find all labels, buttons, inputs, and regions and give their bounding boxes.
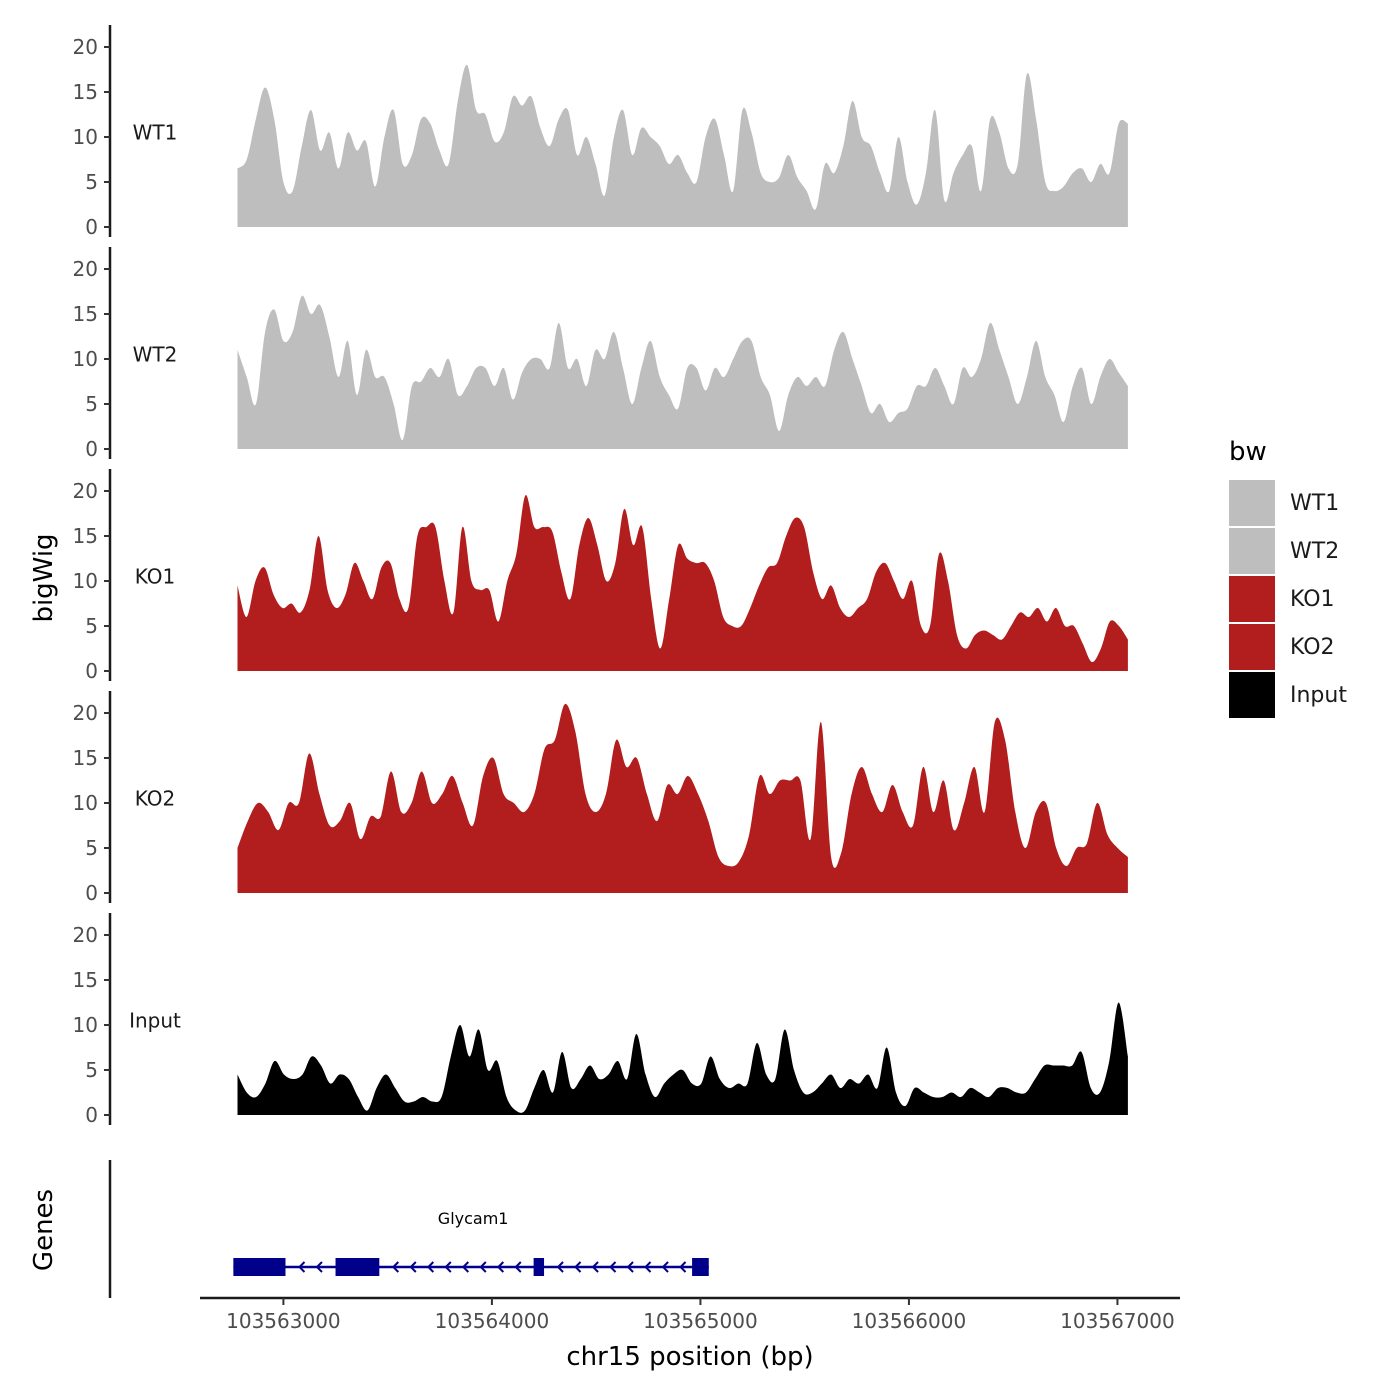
legend-label: KO1 xyxy=(1290,587,1335,612)
y-tick-label: 0 xyxy=(85,437,98,461)
track-wt2: 0 5 10 15 20 WT2 xyxy=(73,247,1128,461)
strand-arrow xyxy=(315,1261,323,1273)
strand-arrow xyxy=(514,1261,522,1273)
y-tick-label: 20 xyxy=(73,479,98,503)
strand-arrow xyxy=(426,1261,435,1273)
y-tick-label: 5 xyxy=(85,392,98,416)
series-area-wt2 xyxy=(237,295,1128,449)
legend-label: WT1 xyxy=(1290,491,1339,516)
track-wt1: 0 5 10 15 20 WT1 xyxy=(73,25,1128,239)
x-axis-title: chr15 position (bp) xyxy=(566,1342,813,1372)
legend-swatch xyxy=(1229,624,1275,670)
legend-title: bw xyxy=(1229,437,1267,467)
strand-arrow xyxy=(461,1261,470,1273)
gene-exon xyxy=(533,1258,545,1276)
legend-swatch xyxy=(1229,672,1275,718)
x-tick-label: 103563000 xyxy=(226,1309,341,1333)
strand-arrow xyxy=(679,1261,687,1273)
y-tick-label: 20 xyxy=(73,923,98,947)
gene-name-label: Glycam1 xyxy=(438,1209,509,1228)
strand-arrow xyxy=(661,1261,669,1273)
track-ko1: 0 5 10 15 20 KO1 xyxy=(73,469,1128,683)
y-tick-label: 15 xyxy=(73,968,98,992)
y-tick-label: 0 xyxy=(85,215,98,239)
legend-swatch xyxy=(1229,528,1275,574)
legend-label: KO2 xyxy=(1290,635,1335,660)
y-tick-label: 0 xyxy=(85,881,98,905)
y-tick-label: 5 xyxy=(85,1058,98,1082)
track-label: WT2 xyxy=(133,343,178,367)
track-panels: 0 5 10 15 20 WT1 0 5 10 15 20 WT2 0 5 10 15 20 KO1 0 5 10 15 2… xyxy=(73,25,1128,1127)
strand-arrow xyxy=(591,1261,599,1273)
strand-arrow xyxy=(626,1261,634,1273)
track-label: WT1 xyxy=(133,121,178,145)
legend-label: WT2 xyxy=(1290,539,1339,564)
strand-arrow xyxy=(556,1261,564,1273)
gene-track: Glycam1 xyxy=(108,1160,709,1298)
y-tick-label: 20 xyxy=(73,35,98,59)
strand-arrow xyxy=(479,1261,487,1273)
strand-arrow xyxy=(574,1261,582,1273)
track-label: Input xyxy=(129,1009,181,1033)
y-tick-label: 15 xyxy=(73,80,98,104)
x-tick-label: 103564000 xyxy=(435,1309,550,1333)
y-tick-label: 10 xyxy=(73,125,98,149)
x-tick-label: 103566000 xyxy=(852,1309,967,1333)
y-tick-label: 10 xyxy=(73,347,98,371)
x-tick-label: 103565000 xyxy=(643,1309,758,1333)
legend: WT1 WT2 KO1 KO2 Input xyxy=(1229,480,1347,718)
track-ko2: 0 5 10 15 20 KO2 xyxy=(73,691,1128,905)
gene-exon xyxy=(692,1258,709,1276)
strand-arrow xyxy=(496,1261,505,1273)
legend-entry-ko1: KO1 xyxy=(1229,576,1335,622)
y-tick-label: 0 xyxy=(85,1103,98,1127)
y-tick-label: 5 xyxy=(85,614,98,638)
y-tick-label: 15 xyxy=(73,746,98,770)
strand-arrow xyxy=(444,1261,452,1273)
y-tick-label: 15 xyxy=(73,302,98,326)
gene-glycam1: Glycam1 xyxy=(233,1209,709,1276)
track-label: KO1 xyxy=(135,565,176,589)
strand-arrow xyxy=(644,1261,652,1273)
y-tick-label: 20 xyxy=(73,701,98,725)
y-tick-label: 10 xyxy=(73,1013,98,1037)
legend-entry-ko2: KO2 xyxy=(1229,624,1335,670)
legend-label: Input xyxy=(1290,683,1347,708)
series-area-ko1 xyxy=(237,495,1128,671)
gene-exon xyxy=(335,1258,380,1276)
y-tick-label: 15 xyxy=(73,524,98,548)
y-tick-label: 10 xyxy=(73,569,98,593)
legend-entry-input: Input xyxy=(1229,672,1347,718)
strand-arrow xyxy=(391,1261,400,1273)
gene-exon xyxy=(233,1258,286,1276)
y-tick-label: 5 xyxy=(85,836,98,860)
series-area-ko2 xyxy=(237,703,1128,893)
series-area-input xyxy=(237,1002,1128,1115)
y-tick-label: 0 xyxy=(85,659,98,683)
strand-arrow xyxy=(298,1261,306,1273)
genes-axis-title: Genes xyxy=(29,1189,59,1271)
x-axis: 103563000 103564000 103565000 103566000 1035… xyxy=(200,1296,1180,1333)
legend-swatch xyxy=(1229,576,1275,622)
x-tick-label: 103567000 xyxy=(1060,1309,1175,1333)
legend-entry-wt2: WT2 xyxy=(1229,528,1339,574)
y-tick-label: 10 xyxy=(73,791,98,815)
track-label: KO2 xyxy=(135,787,176,811)
track-input: 0 5 10 15 20 Input xyxy=(73,913,1128,1127)
legend-entry-wt1: WT1 xyxy=(1229,480,1339,526)
y-tick-label: 20 xyxy=(73,257,98,281)
strand-arrow xyxy=(409,1261,417,1273)
y-axis-title: bigWig xyxy=(29,533,59,622)
strand-arrow xyxy=(609,1261,617,1273)
series-area-wt1 xyxy=(237,64,1128,227)
legend-swatch xyxy=(1229,480,1275,526)
y-tick-label: 5 xyxy=(85,170,98,194)
